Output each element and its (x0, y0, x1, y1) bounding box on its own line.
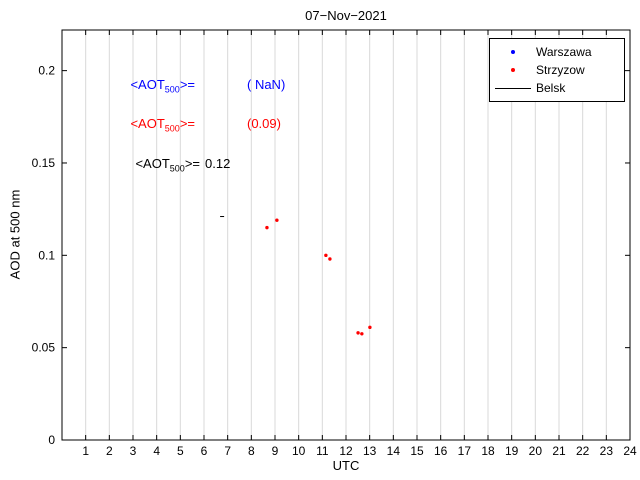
data-point-strzyzow (328, 257, 332, 261)
annotation-value: ( NaN) (247, 77, 286, 92)
annotation-belsk-mean: <AOT500>= 0.12 (121, 140, 230, 193)
legend-label: Strzyzow (536, 63, 585, 77)
chart-title: 07−Nov−2021 (305, 8, 387, 23)
x-tick-label: 3 (130, 444, 137, 458)
x-tick-label: 4 (153, 444, 160, 458)
annotation-subscript: 500 (169, 163, 185, 174)
annotation-text: >= (184, 156, 200, 171)
belsk-line-marker-icon (490, 87, 536, 89)
x-tick-label: 6 (201, 444, 208, 458)
data-point-strzyzow (275, 218, 279, 222)
x-tick-label: 15 (410, 444, 424, 458)
annotation-text: >= (179, 77, 195, 92)
annotation-value: (0.09) (247, 116, 281, 131)
data-point-strzyzow (265, 225, 269, 230)
x-tick-label: 7 (224, 444, 231, 458)
x-tick-label: 11 (316, 444, 329, 458)
data-point-strzyzow (324, 253, 328, 258)
x-tick-label: 16 (434, 444, 448, 458)
y-tick-label: 0 (48, 433, 55, 447)
legend-item-belsk: Belsk (490, 79, 624, 97)
legend-item-strzyzow: Strzyzow (490, 61, 624, 79)
x-tick-label: 5 (177, 444, 184, 458)
annotation-text: >= (179, 116, 195, 131)
x-tick-label: 24 (623, 444, 637, 458)
annotation-strzyzow-mean: <AOT500>= (0.09) (116, 100, 281, 153)
annotation-warszawa-mean: <AOT500>= ( NaN) (116, 61, 285, 114)
data-point-strzyzow (360, 332, 364, 336)
legend-item-warszawa: Warszawa (490, 43, 624, 61)
x-tick-label: 17 (458, 444, 472, 458)
warszawa-dot-marker-icon (490, 50, 536, 54)
annotation-text: <AOT (130, 116, 165, 131)
x-tick-label: 10 (292, 444, 306, 458)
legend-label: Warszawa (536, 45, 592, 59)
data-point-strzyzow (356, 331, 360, 335)
x-tick-label: 22 (576, 444, 590, 458)
x-tick-label: 1 (82, 444, 89, 458)
x-tick-label: 21 (552, 444, 566, 458)
x-tick-label: 19 (505, 444, 519, 458)
x-tick-label: 2 (106, 444, 113, 458)
x-tick-label: 20 (529, 444, 543, 458)
legend-label: Belsk (536, 81, 566, 95)
x-tick-label: 12 (339, 444, 353, 458)
x-tick-label: 23 (600, 444, 614, 458)
x-tick-label: 8 (248, 444, 255, 458)
annotation-subscript: 500 (164, 123, 180, 134)
y-tick-label: 0.05 (32, 341, 56, 355)
x-tick-label: 9 (272, 444, 279, 458)
x-tick-label: 18 (481, 444, 495, 458)
x-tick-label: 14 (387, 444, 401, 458)
y-tick-label: 0.15 (32, 156, 56, 170)
x-axis-label: UTC (332, 458, 360, 473)
annotation-subscript: 500 (164, 84, 180, 95)
annotation-value: 0.12 (205, 156, 231, 171)
strzyzow-dot-marker-icon (490, 68, 536, 72)
y-tick-label: 0.1 (38, 248, 55, 262)
legend: Warszawa Strzyzow Belsk (489, 38, 625, 102)
annotation-text: <AOT (135, 156, 170, 171)
annotation-text: <AOT (130, 77, 165, 92)
data-point-strzyzow (368, 325, 372, 330)
y-tick-label: 0.2 (38, 64, 55, 78)
x-tick-label: 13 (363, 444, 377, 458)
